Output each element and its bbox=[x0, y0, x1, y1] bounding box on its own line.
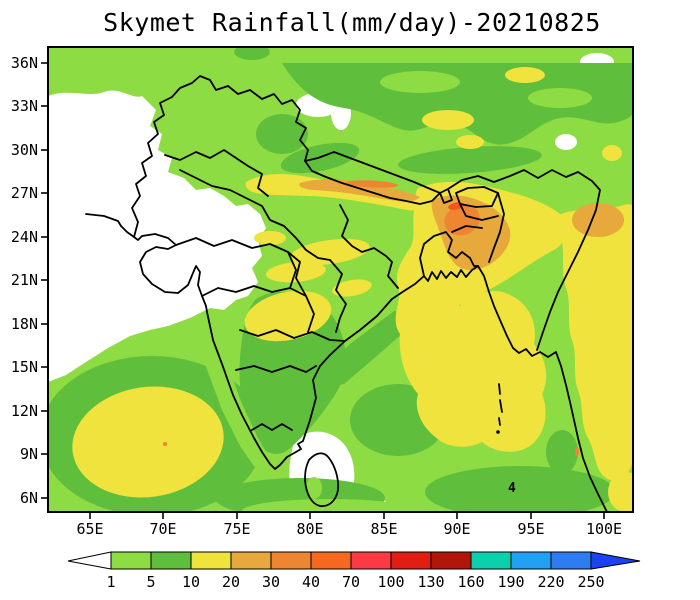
rain-region-yellow-patch bbox=[505, 67, 545, 83]
lat-tick-label: 6N bbox=[20, 489, 38, 507]
colorbar-label: 5 bbox=[146, 573, 155, 591]
rain-region-yellow-central bbox=[332, 279, 372, 297]
lon-axis: 65E 70E 75E 80E 85E 90E 95E 100E bbox=[76, 512, 622, 538]
colorbar-label: 20 bbox=[222, 573, 240, 591]
lat-tick-label: 12N bbox=[11, 402, 38, 420]
colorbar-segment bbox=[150, 551, 192, 570]
rain-region-lightgreen-srilanka bbox=[306, 477, 322, 499]
colorbar-segment bbox=[470, 551, 512, 570]
border-northwest bbox=[131, 75, 309, 238]
lon-tick-label: 85E bbox=[370, 520, 397, 538]
rain-region-golden-foothills bbox=[299, 179, 420, 202]
lat-tick-label: 33N bbox=[11, 97, 38, 115]
rain-region-yellow-arabian-sea bbox=[72, 386, 224, 498]
lon-tick-label: 100E bbox=[586, 520, 622, 538]
rain-region-yellow-central bbox=[254, 231, 286, 245]
lon-tick-label: 65E bbox=[76, 520, 103, 538]
lon-tick-label: 70E bbox=[149, 520, 176, 538]
rain-region-lightgreen-patch bbox=[209, 105, 241, 145]
rain-region-green-tibet-band bbox=[282, 63, 633, 145]
rain-region-yellow-patch bbox=[422, 110, 474, 130]
lat-tick-label: 9N bbox=[20, 445, 38, 463]
coastline-srilanka bbox=[304, 452, 340, 507]
colorbar: 1 5 10 20 30 40 70 100 130 160 190 220 2… bbox=[67, 551, 641, 591]
andaman-island-dot bbox=[496, 430, 500, 434]
colorbar-segment bbox=[230, 551, 272, 570]
rain-region-yellow-patch bbox=[608, 472, 633, 512]
border-ne-states bbox=[451, 192, 505, 263]
colorbar-label: 1 bbox=[106, 573, 115, 591]
rain-region-white-northwest bbox=[48, 90, 266, 382]
rain-region-lightgreen-patch bbox=[528, 88, 592, 108]
rain-region-yellow-foothills bbox=[245, 174, 434, 211]
lat-tick-label: 30N bbox=[11, 141, 38, 159]
rain-region-orange-sikkim bbox=[444, 204, 480, 236]
rain-region-orange-streak bbox=[346, 180, 398, 188]
andaman-islands bbox=[498, 383, 503, 426]
lon-tick-label: 95E bbox=[517, 520, 544, 538]
rain-region-yellow-patch bbox=[602, 145, 622, 161]
colorbar-label: 100 bbox=[377, 573, 404, 591]
rain-region-green-south bbox=[425, 466, 615, 512]
rain-region-yellow-central bbox=[290, 238, 370, 266]
rain-region-lightgreen-kashmir bbox=[144, 70, 205, 157]
colorbar-segment bbox=[310, 551, 352, 570]
lon-tick-label: 90E bbox=[443, 520, 470, 538]
rain-region-lightgreen-south bbox=[242, 499, 418, 512]
colorbar-left-arrow bbox=[67, 551, 112, 570]
colorbar-label: 40 bbox=[302, 573, 320, 591]
rain-region-lightgreen-patch bbox=[380, 71, 460, 93]
colorbar-label: 130 bbox=[417, 573, 444, 591]
colorbar-label: 160 bbox=[457, 573, 484, 591]
rain-region-yellow-bay bbox=[399, 291, 547, 452]
political-borders bbox=[85, 75, 608, 512]
colorbar-right-arrow bbox=[590, 551, 641, 570]
lat-tick-label: 18N bbox=[11, 315, 38, 333]
rain-region-green-patch bbox=[546, 430, 578, 474]
colorbar-segment bbox=[550, 551, 592, 570]
colorbar-segment bbox=[510, 551, 552, 570]
map-annotation-4: 4 bbox=[508, 481, 516, 496]
border-nepal bbox=[304, 151, 441, 205]
colorbar-segment bbox=[430, 551, 472, 570]
lon-tick-label: 80E bbox=[296, 520, 323, 538]
rain-region-green-patch bbox=[234, 47, 270, 60]
colorbar-segment bbox=[350, 551, 392, 570]
rain-region-orange-speck bbox=[163, 442, 167, 446]
colorbar-segment bbox=[270, 551, 312, 570]
border-sikkim bbox=[439, 188, 453, 204]
rainfall-fill-regions: 4 bbox=[48, 47, 633, 512]
lat-tick-label: 24N bbox=[11, 228, 38, 246]
colorbar-label: 10 bbox=[182, 573, 200, 591]
colorbar-label: 70 bbox=[342, 573, 360, 591]
colorbar-segment bbox=[390, 551, 432, 570]
colorbar-label: 30 bbox=[262, 573, 280, 591]
colorbar-segment bbox=[190, 551, 232, 570]
lat-tick-label: 27N bbox=[11, 184, 38, 202]
colorbar-label: 220 bbox=[537, 573, 564, 591]
rain-region-green-patch bbox=[256, 114, 308, 154]
lon-tick-label: 75E bbox=[223, 520, 250, 538]
colorbar-label: 190 bbox=[497, 573, 524, 591]
rain-region-orange-speck bbox=[575, 447, 579, 457]
border-bangladesh bbox=[419, 231, 479, 277]
rain-region-yellow-east bbox=[554, 204, 633, 481]
rain-region-white-patch bbox=[555, 134, 577, 150]
lat-tick-label: 21N bbox=[11, 271, 38, 289]
rain-region-green-himalaya-band bbox=[398, 146, 542, 174]
lat-tick-label: 15N bbox=[11, 358, 38, 376]
border-bhutan bbox=[455, 186, 499, 208]
rain-region-golden-east bbox=[572, 203, 624, 237]
colorbar-segment bbox=[110, 551, 152, 570]
plot-title: Skymet Rainfall(mm/day)-20210825 bbox=[103, 8, 601, 37]
coastline-india-myanmar bbox=[85, 213, 608, 512]
state-borders bbox=[164, 149, 399, 431]
lat-axis: 36N 33N 30N 27N 24N 21N 18N 15N 12N 9N 6… bbox=[11, 54, 48, 507]
rain-region-yellow-patch bbox=[456, 135, 484, 149]
colorbar-label: 250 bbox=[577, 573, 604, 591]
border-northeast-china-myanmar bbox=[447, 169, 601, 351]
lat-tick-label: 36N bbox=[11, 54, 38, 72]
